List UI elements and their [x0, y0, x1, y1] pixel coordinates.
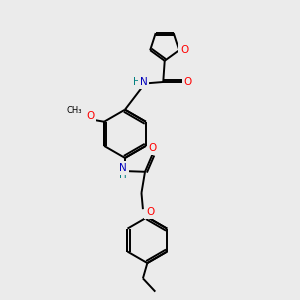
Text: N: N	[119, 163, 127, 173]
Text: O: O	[146, 206, 154, 217]
Text: O: O	[149, 143, 157, 153]
Text: CH₃: CH₃	[66, 106, 82, 115]
Text: O: O	[86, 111, 94, 121]
Text: O: O	[184, 77, 192, 87]
Text: H: H	[119, 170, 127, 180]
Text: N: N	[140, 77, 147, 87]
Text: O: O	[181, 45, 189, 55]
Text: H: H	[133, 77, 141, 87]
